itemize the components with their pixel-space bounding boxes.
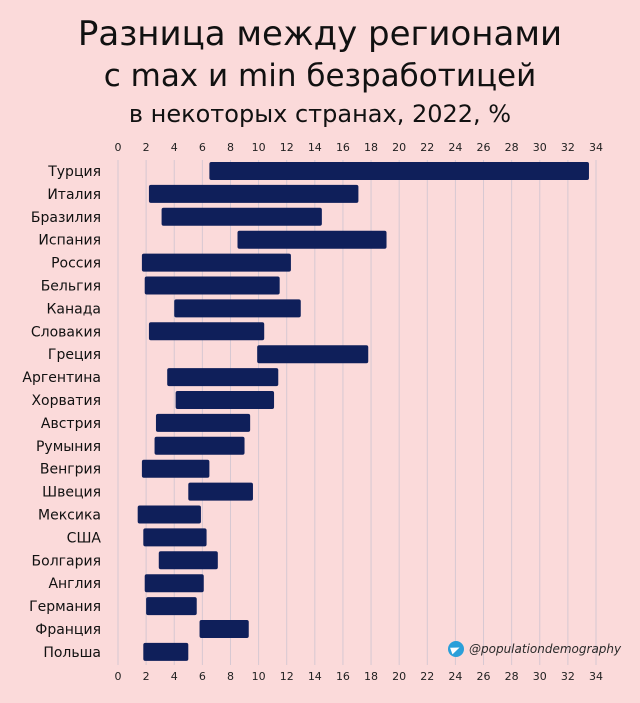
category-label: Италия	[47, 187, 101, 203]
x-tick-label-bottom: 8	[227, 670, 234, 683]
category-label: Польша	[43, 645, 101, 661]
category-label: Германия	[29, 599, 101, 615]
telegram-icon	[448, 641, 464, 657]
category-label: США	[67, 530, 102, 546]
range-bar	[237, 230, 387, 249]
range-bar	[148, 322, 265, 341]
range-bar	[141, 459, 210, 478]
x-tick-label-top: 32	[561, 141, 575, 154]
category-label: Канада	[46, 301, 101, 317]
category-label: Бразилия	[31, 210, 101, 226]
range-bar	[144, 276, 280, 295]
category-label: Словакия	[31, 324, 101, 340]
range-bar	[167, 368, 279, 387]
x-tick-label-top: 4	[171, 141, 178, 154]
category-label: Бельгия	[41, 279, 101, 295]
x-tick-label-top: 34	[589, 141, 603, 154]
chart-title-line-1: Разница между регионами	[77, 14, 563, 54]
x-tick-label-top: 0	[115, 141, 122, 154]
x-tick-label-top: 24	[448, 141, 462, 154]
category-label: Мексика	[38, 508, 101, 524]
range-bar	[155, 413, 251, 432]
category-label: Венгрия	[40, 462, 101, 478]
range-bar	[148, 184, 359, 203]
x-tick-label-top: 8	[227, 141, 234, 154]
range-bar	[137, 505, 201, 524]
range-bar	[188, 482, 253, 501]
x-tick-label-top: 28	[505, 141, 519, 154]
x-tick-label-bottom: 24	[448, 670, 462, 683]
category-label: Румыния	[36, 439, 101, 455]
range-bar	[257, 345, 369, 364]
category-label: Турция	[47, 164, 101, 180]
x-tick-label-bottom: 10	[252, 670, 266, 683]
x-tick-label-bottom: 26	[477, 670, 491, 683]
x-tick-label-top: 30	[533, 141, 547, 154]
range-bar	[161, 207, 322, 226]
x-tick-label-top: 26	[477, 141, 491, 154]
watermark-text: @populationdemography	[469, 642, 622, 656]
category-label: Хорватия	[31, 393, 101, 409]
x-tick-label-bottom: 12	[280, 670, 294, 683]
range-bar	[154, 436, 245, 455]
x-tick-label-bottom: 34	[589, 670, 603, 683]
x-tick-label-bottom: 2	[143, 670, 150, 683]
range-bar	[143, 642, 189, 661]
watermark: @populationdemography	[448, 641, 621, 657]
x-tick-label-top: 14	[308, 141, 322, 154]
range-bar	[146, 597, 197, 616]
x-tick-label-top: 20	[392, 141, 406, 154]
category-label: Англия	[48, 576, 101, 592]
x-tick-label-top: 22	[420, 141, 434, 154]
category-label: Греция	[48, 347, 101, 363]
range-bar	[209, 162, 589, 180]
x-tick-label-bottom: 4	[171, 670, 178, 683]
x-tick-label-bottom: 14	[308, 670, 322, 683]
x-tick-label-top: 12	[280, 141, 294, 154]
range-bar	[143, 528, 207, 547]
x-tick-label-top: 18	[364, 141, 378, 154]
chart-subtitle: в некоторых странах, 2022, %	[128, 100, 512, 128]
x-tick-label-bottom: 16	[336, 670, 350, 683]
category-label: Австрия	[41, 416, 101, 432]
range-bar	[174, 299, 301, 318]
x-tick-label-top: 2	[143, 141, 150, 154]
x-tick-label-top: 16	[336, 141, 350, 154]
chart-title-line-2: с max и min безработицей	[103, 58, 537, 94]
range-bar	[158, 551, 218, 570]
category-label: Испания	[38, 233, 101, 249]
x-tick-label-bottom: 18	[364, 670, 378, 683]
category-label: Аргентина	[22, 370, 101, 386]
x-tick-label-bottom: 6	[199, 670, 206, 683]
x-tick-label-top: 10	[252, 141, 266, 154]
x-tick-label-top: 6	[199, 141, 206, 154]
x-tick-label-bottom: 0	[115, 670, 122, 683]
range-bar	[175, 391, 275, 409]
category-label: Болгария	[32, 553, 101, 569]
x-tick-label-bottom: 32	[561, 670, 575, 683]
category-label: Франция	[35, 622, 101, 638]
x-tick-label-bottom: 30	[533, 670, 547, 683]
range-bar	[144, 574, 204, 593]
category-label: Россия	[51, 256, 101, 272]
x-tick-label-bottom: 22	[420, 670, 434, 683]
x-tick-label-bottom: 20	[392, 670, 406, 683]
range-bar	[141, 253, 291, 272]
x-tick-label-bottom: 28	[505, 670, 519, 683]
category-label: Швеция	[42, 485, 101, 501]
range-bar	[199, 620, 249, 638]
